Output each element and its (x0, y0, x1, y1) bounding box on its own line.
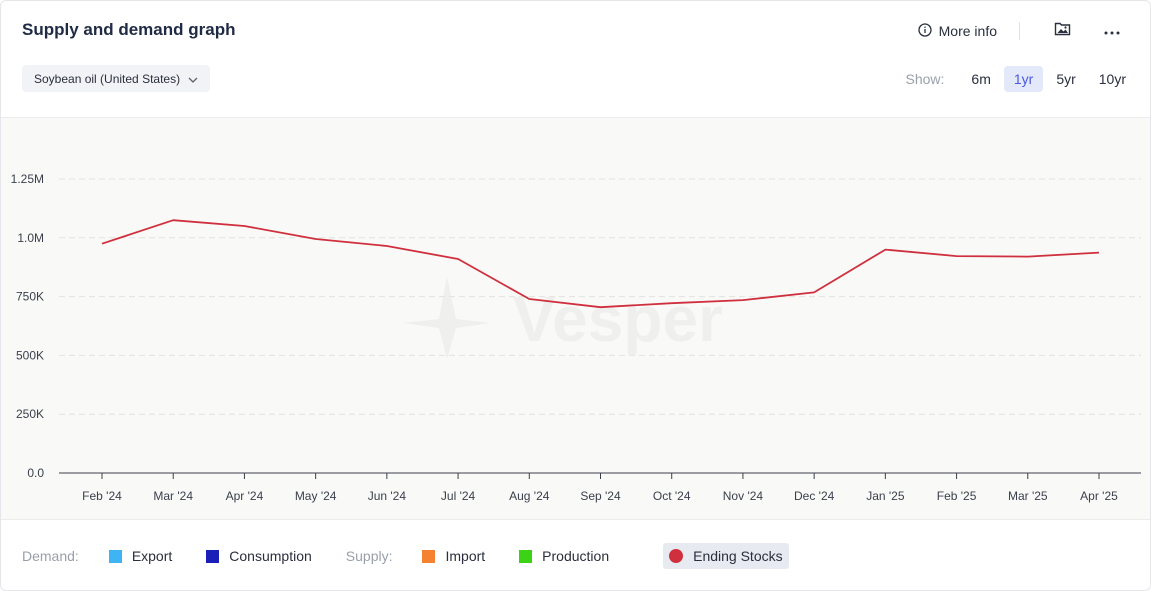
x-tick-label: Dec '24 (794, 489, 835, 503)
y-tick-label: 500K (16, 348, 44, 362)
data-point-ending-stocks[interactable] (595, 301, 607, 313)
data-point-ending-stocks[interactable] (1022, 251, 1034, 263)
y-tick-label: 1.0M (17, 231, 44, 245)
range-5yr-button[interactable]: 5yr (1056, 71, 1076, 87)
commodity-select[interactable]: Soybean oil (United States) (22, 65, 211, 92)
legend-supply-label: Supply: (345, 548, 393, 564)
y-tick-label: 250K (16, 407, 44, 421)
data-point-ending-stocks[interactable] (666, 297, 678, 309)
legend-label-export: Export (131, 548, 173, 564)
x-tick-label: Jun '24 (368, 489, 407, 503)
series-line-ending-stocks[interactable] (101, 219, 1100, 309)
y-tick-label: 1.25M (11, 172, 44, 186)
legend-item-export[interactable]: Export (108, 543, 173, 569)
data-point-ending-stocks[interactable] (523, 293, 535, 305)
legend-label-ending-stocks: Ending Stocks (693, 548, 783, 564)
header-divider (1019, 22, 1020, 40)
legend-label-production: Production (542, 548, 610, 564)
x-tick-label: Nov '24 (723, 489, 764, 503)
header-actions: More info (917, 17, 1150, 45)
data-point-ending-stocks[interactable] (1093, 247, 1105, 259)
more-options-button[interactable] (1100, 19, 1124, 43)
range-10yr-button[interactable]: 10yr (1098, 71, 1126, 87)
plot-area (1, 117, 1150, 520)
more-horizontal-icon (1104, 22, 1120, 40)
legend-item-ending-stocks[interactable]: Ending Stocks (663, 543, 789, 569)
x-tick-label: Oct '24 (653, 489, 691, 503)
data-point-ending-stocks[interactable] (310, 233, 322, 245)
legend-label-import: Import (445, 548, 486, 564)
range-6m-button[interactable]: 6m (971, 71, 991, 87)
data-point-ending-stocks[interactable] (808, 286, 820, 298)
legend-item-production[interactable]: Production (519, 543, 609, 569)
image-icon (1054, 21, 1071, 41)
watermark-logo-icon (403, 276, 491, 359)
x-tick-label: Sep '24 (580, 489, 621, 503)
x-tick-label: Feb '24 (82, 489, 122, 503)
data-point-ending-stocks[interactable] (96, 238, 108, 250)
supply-demand-chart: Vesper 0.0 250K 500K 750K 1.0M 1.25M Feb '24 Ma… (11, 172, 1141, 503)
x-tick-label: Feb '25 (937, 489, 977, 503)
chevron-down-icon (188, 72, 198, 86)
legend-swatch-import (422, 549, 436, 563)
more-info-button[interactable]: More info (917, 22, 1019, 40)
more-info-label: More info (938, 23, 997, 39)
data-point-ending-stocks[interactable] (381, 240, 393, 252)
info-circle-icon (917, 22, 932, 40)
legend-item-import[interactable]: Import (422, 543, 485, 569)
commodity-select-value: Soybean oil (United States) (34, 71, 181, 86)
legend-demand-label: Demand: (22, 548, 79, 564)
data-point-ending-stocks[interactable] (737, 294, 749, 306)
time-range-selector: Show: 6m 1yr 5yr 10yr (905, 66, 1136, 92)
data-point-ending-stocks[interactable] (879, 244, 891, 256)
x-tick-label: May '24 (295, 489, 337, 503)
data-point-ending-stocks[interactable] (452, 253, 464, 265)
x-tick-label: Mar '25 (1008, 489, 1048, 503)
range-1yr-button[interactable]: 1yr (1003, 66, 1044, 92)
data-point-ending-stocks[interactable] (167, 214, 179, 226)
x-tick-label: Jan '25 (866, 489, 905, 503)
x-tick-label: Mar '24 (153, 489, 193, 503)
y-tick-label: 750K (16, 290, 44, 304)
legend-swatch-consumption (206, 549, 220, 563)
x-tick-label: Aug '24 (509, 489, 550, 503)
data-point-ending-stocks[interactable] (951, 250, 963, 262)
page-title: Supply and demand graph (22, 20, 236, 39)
x-tick-label: Apr '24 (226, 489, 264, 503)
export-image-button[interactable] (1050, 19, 1074, 43)
legend-swatch-export (108, 549, 122, 563)
legend-label-consumption: Consumption (229, 548, 312, 564)
watermark-text: Vesper (513, 283, 723, 355)
legend-swatch-production (519, 549, 533, 563)
y-tick-label: 0.0 (27, 466, 44, 480)
data-point-ending-stocks[interactable] (238, 220, 250, 232)
chart-legend: Demand: Export Consumption Supply: Impor… (22, 543, 823, 569)
legend-dot-ending-stocks (669, 549, 684, 563)
legend-item-consumption[interactable]: Consumption (206, 543, 312, 569)
x-tick-label: Jul '24 (441, 489, 476, 503)
x-tick-label: Apr '25 (1080, 489, 1118, 503)
time-range-label: Show: (905, 71, 945, 87)
